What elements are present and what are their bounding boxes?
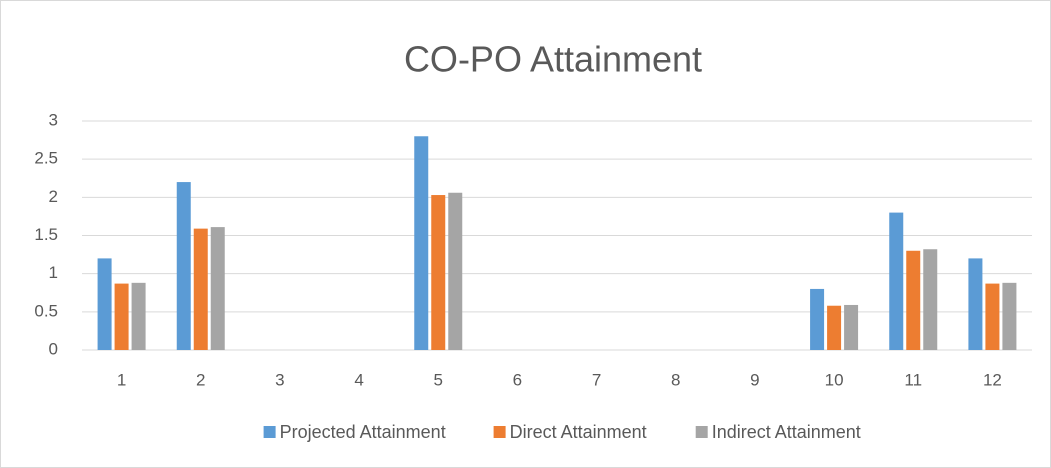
chart-title: CO-PO Attainment (404, 39, 702, 80)
y-tick-label: 2 (49, 187, 58, 206)
legend-swatch (494, 426, 506, 438)
legend-swatch (264, 426, 276, 438)
bar (968, 258, 982, 350)
x-tick-label: 5 (434, 370, 443, 389)
bar (1002, 283, 1016, 350)
bar (132, 283, 146, 350)
legend-label: Projected Attainment (280, 422, 446, 442)
x-tick-label: 1 (117, 370, 126, 389)
y-tick-label: 2.5 (34, 149, 58, 168)
bar (211, 227, 225, 350)
x-tick-label: 12 (983, 370, 1002, 389)
x-tick-label: 9 (750, 370, 759, 389)
bar (414, 136, 428, 350)
bar (923, 249, 937, 350)
y-tick-label: 1.5 (34, 225, 58, 244)
x-tick-label: 11 (904, 370, 922, 389)
x-tick-label: 7 (592, 370, 601, 389)
legend-label: Indirect Attainment (712, 422, 861, 442)
bar (177, 182, 191, 350)
bar (889, 213, 903, 350)
chart: CO-PO Attainment 00.511.522.531234567891… (0, 0, 1051, 468)
y-tick-label: 1 (49, 263, 58, 282)
bar (844, 305, 858, 350)
bar (906, 251, 920, 350)
bar (985, 284, 999, 350)
bar (431, 195, 445, 350)
bar (194, 229, 208, 350)
x-tick-label: 4 (354, 370, 363, 389)
y-tick-label: 0 (49, 339, 58, 358)
bar (115, 284, 129, 350)
bar (810, 289, 824, 350)
x-tick-label: 8 (671, 370, 680, 389)
y-tick-label: 0.5 (34, 301, 58, 320)
bar (98, 258, 112, 350)
legend-label: Direct Attainment (510, 422, 647, 442)
x-tick-label: 6 (513, 370, 522, 389)
y-tick-label: 3 (49, 110, 58, 129)
bar (827, 306, 841, 350)
legend-swatch (696, 426, 708, 438)
x-tick-label: 10 (825, 370, 844, 389)
bar (448, 193, 462, 350)
x-tick-label: 2 (196, 370, 205, 389)
x-tick-label: 3 (275, 370, 284, 389)
